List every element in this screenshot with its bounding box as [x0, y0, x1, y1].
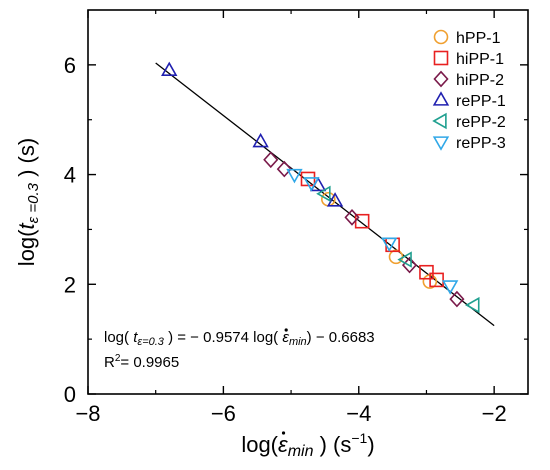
x-tick-label: −8	[75, 401, 100, 426]
y-tick-label: 2	[64, 272, 76, 297]
y-tick-label: 0	[64, 382, 76, 407]
data-point	[303, 177, 320, 192]
legend-label: hiPP-1	[456, 51, 504, 68]
legend-label: rePP-1	[456, 93, 506, 110]
dot-accent	[284, 328, 288, 332]
legend-label: rePP-3	[456, 135, 506, 152]
data-point	[397, 251, 412, 268]
x-tick-label: −6	[211, 401, 236, 426]
legend-marker	[433, 70, 449, 88]
legend-marker	[432, 91, 450, 106]
y-tick-label: 4	[64, 163, 76, 188]
legend-marker	[432, 136, 450, 151]
data-point	[449, 290, 465, 308]
data-point	[429, 272, 444, 288]
data-point	[344, 209, 360, 226]
x-axis-label: log(εmin ) (s−1)	[241, 430, 374, 460]
legend-label: rePP-2	[456, 114, 506, 131]
data-point	[161, 61, 178, 77]
data-point	[381, 237, 398, 252]
fit-equation: log( tε=0.3 ) = − 0.9574 log( εmin) − 0.…	[104, 329, 375, 348]
x-tick-label: −4	[346, 401, 371, 426]
data-markers	[161, 61, 480, 314]
data-point	[316, 185, 331, 202]
data-point	[465, 296, 480, 314]
data-point	[276, 160, 292, 178]
legend-marker	[432, 112, 447, 130]
axis-ticks: −8 −6 −4 −2 0 2 4 6	[64, 10, 528, 426]
data-point	[263, 151, 279, 169]
data-point	[252, 132, 269, 148]
y-axis-label: log(tε =0.3 ) (s)	[14, 138, 42, 266]
data-point	[441, 280, 459, 295]
dot-accent	[281, 431, 286, 435]
r-squared: R2= 0.9965	[104, 353, 179, 371]
data-point	[286, 168, 303, 184]
x-tick-label: −2	[482, 401, 507, 426]
y-tick-label: 6	[64, 53, 76, 78]
legend-label: hiPP-2	[456, 72, 504, 89]
data-point	[419, 264, 434, 280]
legend-marker	[433, 29, 449, 45]
legend: hPP-1 hiPP-1 hiPP-2 rePP-1 rePP-2 rePP-3	[432, 29, 506, 152]
data-point	[326, 192, 344, 207]
plot-area	[87, 9, 529, 395]
legend-marker	[433, 50, 449, 66]
legend-label: hPP-1	[456, 30, 501, 47]
